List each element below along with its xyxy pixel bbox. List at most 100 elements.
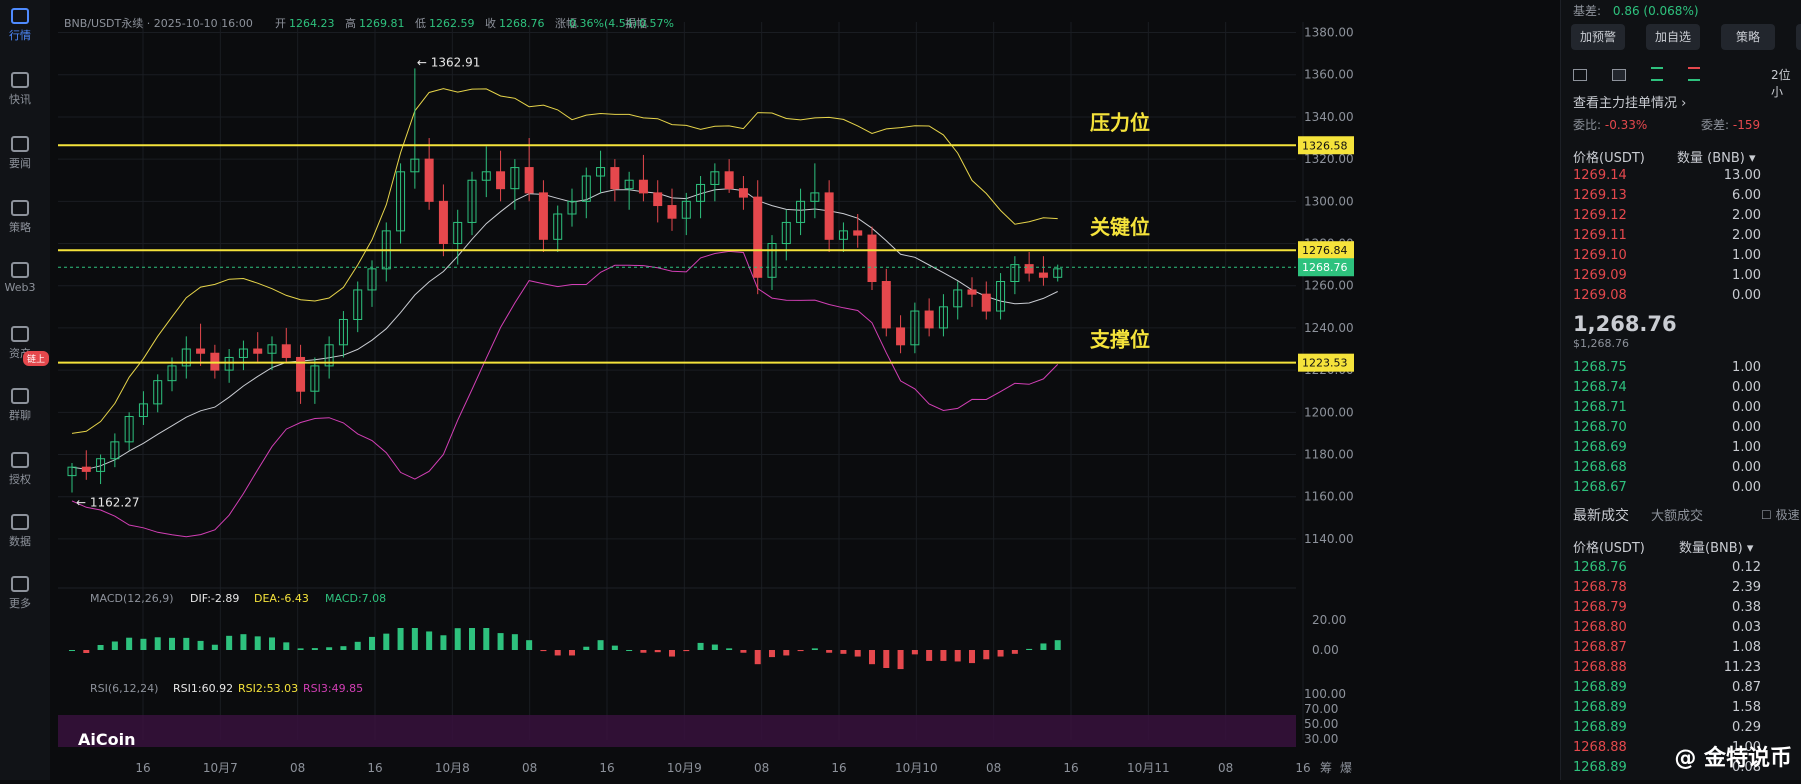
candle-body [638, 179, 648, 194]
x-tick-label: 16 [1295, 761, 1310, 775]
chat-icon [11, 388, 29, 404]
macd-histogram-bar [669, 650, 675, 657]
tab-latest-trades[interactable]: 最新成交 [1573, 508, 1629, 524]
sidebar-item-7[interactable]: 授权 [0, 452, 40, 487]
candle-body [410, 158, 420, 173]
ask-row[interactable]: 1269.10 1.00 [1561, 248, 1801, 268]
basis-value: 0.86 (0.068%) [1612, 4, 1699, 18]
y-tick-label: 1240.00 [1304, 321, 1354, 335]
bid-row[interactable]: 1268.67 0.00 [1561, 480, 1801, 500]
level-tag [1298, 241, 1354, 260]
sidebar-item-4[interactable]: Web3 [0, 262, 40, 294]
layout-split-icon[interactable] [1688, 67, 1701, 81]
x-tick-label: 16 [367, 761, 382, 775]
macd-histogram-bar [169, 637, 175, 650]
row-price: 1268.67 [1573, 480, 1627, 495]
candle-body [938, 306, 948, 329]
candle-body [796, 200, 806, 223]
candle-body [853, 230, 863, 236]
sidebar-item-3[interactable]: 策略 [0, 200, 40, 235]
row-price: 1268.71 [1573, 400, 1627, 415]
row-qty: 0.00 [1732, 420, 1761, 435]
watermark-logo: @ 金特说币 [1674, 746, 1792, 771]
macd-histogram-bar [154, 637, 161, 650]
candle-body [1024, 264, 1034, 274]
trade-row: 1268.80 0.03 [1561, 620, 1801, 640]
sidebar-item-2[interactable]: 要闻 [0, 136, 40, 171]
ohlc-label: 振幅 [625, 16, 647, 30]
trade-qty: 11.23 [1723, 660, 1761, 675]
x-tick-label: 10月11 [1127, 761, 1170, 775]
row-price: 1268.69 [1573, 440, 1627, 455]
bid-row[interactable]: 1268.75 1.00 [1561, 360, 1801, 380]
ohlc-label: 收 [485, 16, 496, 30]
fast-mode-checkbox[interactable]: ☐ 极速 [1761, 508, 1800, 522]
row-price: 1269.09 [1573, 268, 1627, 283]
layout-both-icon[interactable] [1573, 69, 1587, 81]
col-qty-header[interactable]: 数量 (BNB) ▾ [1677, 151, 1756, 166]
bid-row[interactable]: 1268.68 0.00 [1561, 460, 1801, 480]
macd-histogram-bar [869, 650, 875, 665]
trade-price: 1268.89 [1573, 720, 1627, 735]
sidebar-item-0[interactable]: 行情 [0, 8, 40, 43]
trades-col-qty[interactable]: 数量(BNB) ▾ [1679, 541, 1754, 556]
order-book-panel: 基差: 0.86 (0.068%) 加预警 加自选 策略 2位小 查看主力挂单情… [1560, 0, 1801, 780]
trade-row: 1268.78 2.39 [1561, 580, 1801, 600]
tab-big-trades[interactable]: 大额成交 [1651, 509, 1704, 524]
ask-row[interactable]: 1269.08 0.00 [1561, 288, 1801, 308]
row-qty: 2.00 [1732, 208, 1761, 223]
add-watchlist-button[interactable]: 加自选 [1646, 24, 1700, 50]
extra-button[interactable] [1796, 24, 1801, 50]
macd-histogram-bar [883, 650, 890, 668]
bid-row[interactable]: 1268.71 0.00 [1561, 400, 1801, 420]
candlestick-chart[interactable]: 1380.001360.001340.001320.001300.001280.… [50, 0, 1560, 780]
bid-row[interactable]: 1268.74 0.00 [1561, 380, 1801, 400]
ohlc-value: 1268.76 [499, 17, 545, 30]
sidebar-item-6[interactable]: 群聊 [0, 388, 40, 423]
ask-row[interactable]: 1269.13 6.00 [1561, 188, 1801, 208]
layout-bids-icon[interactable] [1651, 67, 1664, 81]
weicha-label: 委差: [1701, 118, 1730, 132]
row-price: 1269.10 [1573, 248, 1627, 263]
layout-asks-icon[interactable] [1612, 69, 1627, 81]
candle-body [353, 289, 363, 320]
trade-row: 1268.79 0.38 [1561, 600, 1801, 620]
candle-body [467, 179, 477, 223]
view-main-orders-link[interactable]: 查看主力挂单情况 › [1573, 96, 1687, 111]
add-alert-button[interactable]: 加预警 [1571, 24, 1625, 50]
strategy-button[interactable]: 策略 [1721, 24, 1775, 50]
sidebar-item-1[interactable]: 快讯 [0, 72, 40, 107]
rsi-tick: 70.00 [1304, 702, 1338, 716]
macd-dif: DIF:-2.89 [190, 592, 239, 605]
chart-area[interactable]: 1380.001360.001340.001320.001300.001280.… [50, 0, 1560, 780]
ask-row[interactable]: 1269.14 13.00 [1561, 168, 1801, 188]
sidebar-item-9[interactable]: 更多 [0, 576, 40, 611]
x-tick-label: 16 [1063, 761, 1078, 775]
bollinger-lower-line [71, 250, 1059, 538]
candle-body [1010, 264, 1020, 283]
bid-row[interactable]: 1268.70 0.00 [1561, 420, 1801, 440]
candle-body [967, 289, 977, 295]
macd-histogram-bar [969, 650, 975, 664]
macd-histogram-bar [954, 650, 961, 662]
candle-body [953, 289, 963, 308]
precision-select[interactable]: 2位小 [1771, 68, 1791, 99]
x-tick-label: 16 [135, 761, 150, 775]
ask-row[interactable]: 1269.12 2.00 [1561, 208, 1801, 228]
row-price: 1268.70 [1573, 420, 1627, 435]
bid-row[interactable]: 1268.69 1.00 [1561, 440, 1801, 460]
candle-body [696, 183, 706, 202]
depth-view-icons[interactable] [1573, 66, 1701, 85]
macd-histogram-bar [440, 635, 447, 650]
ask-row[interactable]: 1269.09 1.00 [1561, 268, 1801, 288]
macd-histogram-bar [283, 642, 290, 650]
row-qty: 6.00 [1732, 188, 1761, 203]
ask-row[interactable]: 1269.11 2.00 [1561, 228, 1801, 248]
candle-body [167, 365, 177, 382]
row-price: 1269.08 [1573, 288, 1627, 303]
trade-price: 1268.88 [1573, 740, 1627, 755]
x-tick-label: 10月9 [667, 761, 702, 775]
sidebar-item-8[interactable]: 数据 [0, 514, 40, 549]
macd-histogram-bar [826, 650, 833, 653]
trade-qty: 1.58 [1732, 700, 1761, 715]
